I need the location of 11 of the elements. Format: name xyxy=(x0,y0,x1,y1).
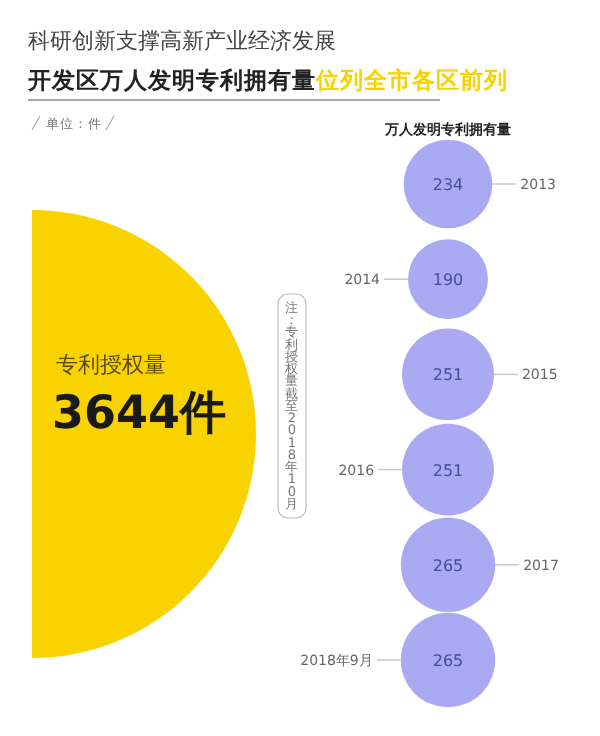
category-label: 专利授权量 xyxy=(56,352,166,378)
text: 开发区万人发明专利拥有量 xyxy=(26,66,316,94)
text: 位列全市各区前列 xyxy=(314,66,508,94)
data-label: 251 xyxy=(432,366,464,385)
data-label: 190 xyxy=(432,271,464,290)
data-label: 251 xyxy=(432,461,464,480)
data-label: 265 xyxy=(432,556,464,575)
data-label: 234 xyxy=(432,176,464,194)
text: 科研创新支撑高新产业经济发展 xyxy=(28,28,336,54)
data-label: 265 xyxy=(432,652,464,670)
data-label: 3644件 xyxy=(52,388,227,440)
